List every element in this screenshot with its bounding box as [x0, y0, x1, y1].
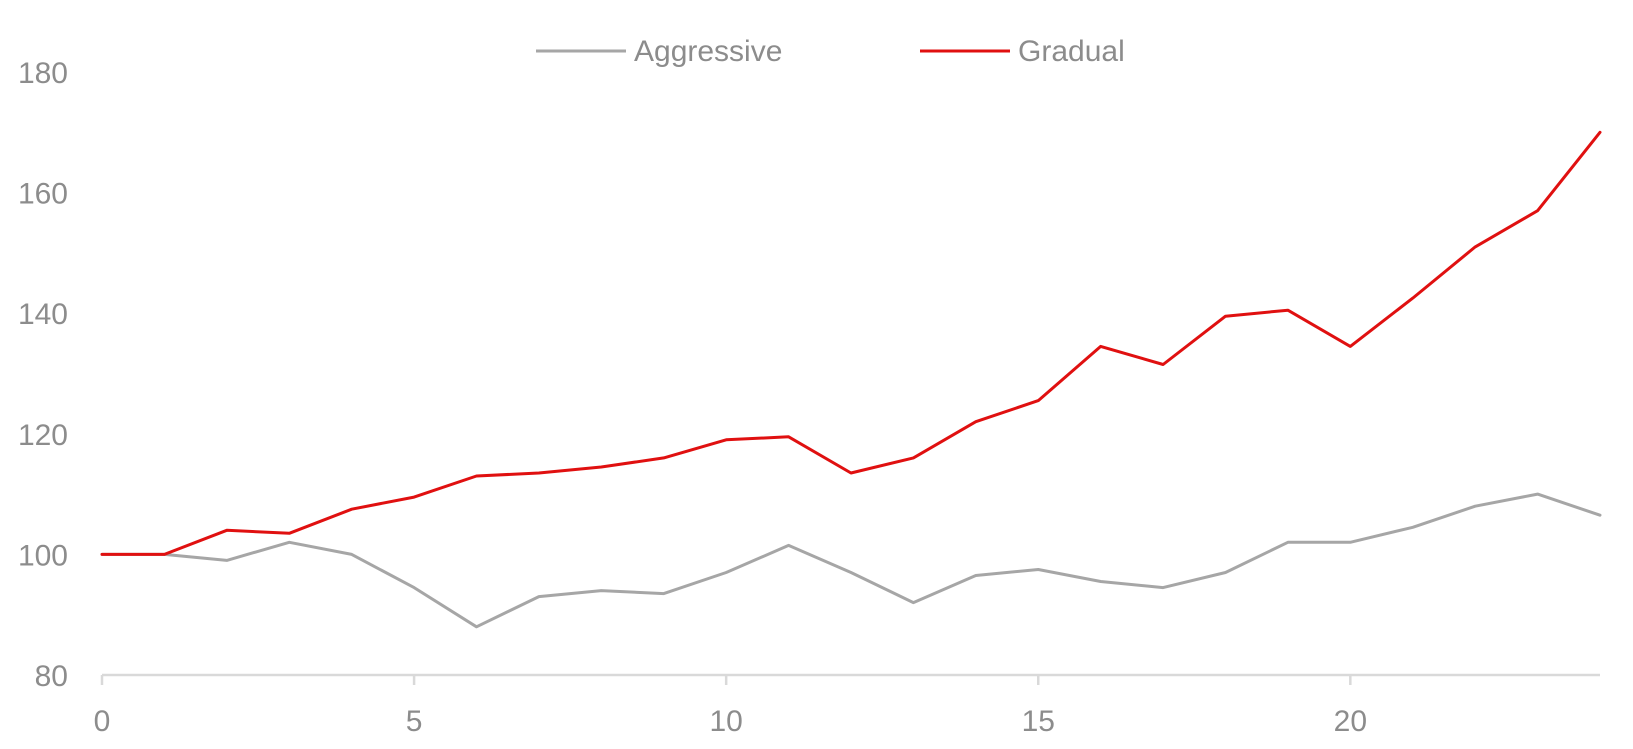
x-tick-label: 0 — [94, 705, 111, 738]
series-line-gradual — [100, 130, 1602, 556]
x-tick-label: 10 — [709, 705, 742, 738]
series-layer — [100, 130, 1602, 629]
y-tick-label: 180 — [18, 57, 68, 90]
x-axis: 0 5 10 15 20 — [94, 673, 1600, 738]
y-tick-label: 80 — [35, 660, 68, 693]
x-tick-label: 5 — [406, 705, 423, 738]
x-tick-label: 15 — [1022, 705, 1055, 738]
y-tick-label: 120 — [18, 419, 68, 452]
y-tick-label: 140 — [18, 298, 68, 331]
legend-label-gradual: Gradual — [1018, 35, 1125, 68]
series-line-aggressive — [100, 492, 1602, 629]
y-tick-label: 100 — [18, 539, 68, 572]
x-tick-label: 20 — [1334, 705, 1367, 738]
legend-label-aggressive: Aggressive — [634, 35, 782, 68]
y-axis-ticks: 80 100 120 140 160 180 — [18, 57, 68, 693]
legend: Aggressive Gradual — [536, 35, 1125, 68]
y-tick-label: 160 — [18, 178, 68, 211]
